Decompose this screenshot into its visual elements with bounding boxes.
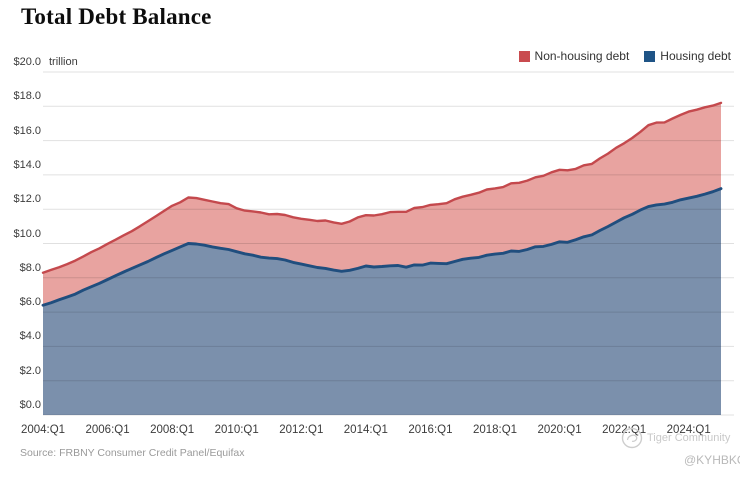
- y-tick-label: $10.0: [13, 227, 41, 240]
- housing-debt-swatch-icon: [644, 50, 656, 62]
- x-tick-label: 2012:Q1: [279, 424, 324, 436]
- x-tick-label: 2016:Q1: [408, 424, 453, 436]
- legend-item-housing-debt[interactable]: Housing debt: [644, 49, 731, 63]
- x-tick-label: 2024:Q1: [666, 424, 711, 436]
- chart-title: Total Debt Balance: [21, 4, 212, 29]
- x-tick-label: 2014:Q1: [343, 424, 388, 436]
- x-tick-label: 2020:Q1: [537, 424, 582, 436]
- y-tick-label: $14.0: [13, 158, 41, 171]
- total-debt-line: [41, 101, 723, 274]
- y-tick-label: $0.0: [19, 399, 41, 411]
- y-tick-label: $2.0: [19, 364, 41, 377]
- non-housing-debt-swatch-icon: [518, 50, 530, 62]
- legend: Non-housing debt Housing debt: [518, 49, 731, 63]
- x-tick-label: 2022:Q1: [602, 424, 647, 436]
- source-note: Source: FRBNY Consumer Credit Panel/Equi…: [20, 447, 245, 459]
- legend-item-non-housing-debt[interactable]: Non-housing debt: [518, 49, 630, 63]
- x-tick-label: 2010:Q1: [214, 424, 259, 436]
- x-tick-label: 2018:Q1: [472, 424, 518, 436]
- y-tick-label: $8.0: [19, 261, 41, 274]
- x-tick-label: 2006:Q1: [85, 424, 130, 436]
- y-tick-label: $12.0: [13, 193, 41, 206]
- y-tick-label: $18.0: [13, 90, 41, 103]
- x-tick-label: 2008:Q1: [150, 424, 195, 436]
- y-axis-unit-label: trillion: [49, 56, 78, 68]
- y-tick-label: $4.0: [19, 330, 41, 343]
- y-tick-label: $20.0: [13, 56, 41, 68]
- legend-label-non-housing: Non-housing debt: [534, 49, 630, 63]
- y-tick-label: $16.0: [13, 124, 41, 137]
- x-tick-label: 2004:Q1: [20, 424, 66, 436]
- legend-label-housing: Housing debt: [660, 49, 731, 63]
- housing-debt-line: [41, 187, 723, 307]
- y-tick-label: $6.0: [19, 296, 41, 309]
